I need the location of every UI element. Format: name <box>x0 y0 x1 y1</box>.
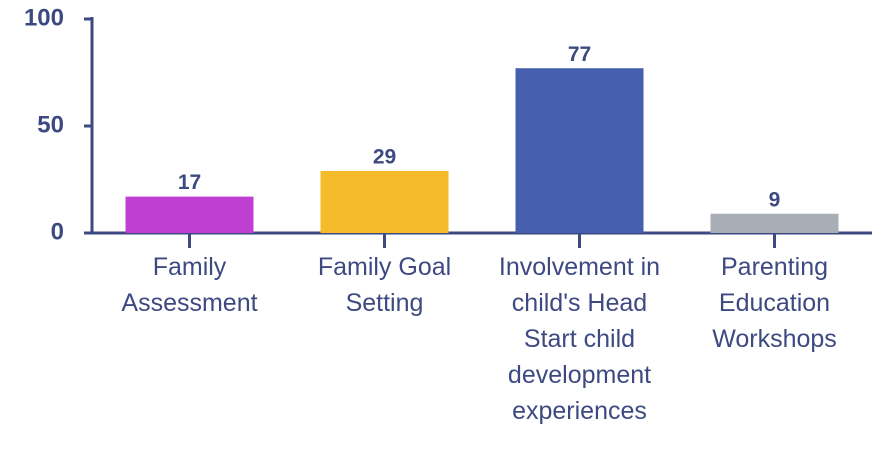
x-tick-label: Family Goal Setting <box>318 253 451 317</box>
value-label: 17 <box>178 171 201 194</box>
value-label: 9 <box>769 188 781 211</box>
y-tick-label: 0 <box>51 218 64 245</box>
x-tick-label: Involvement in child's Head Start child dev… <box>499 253 660 425</box>
y-tick-label: 50 <box>37 111 64 138</box>
bar <box>710 213 839 233</box>
value-label: 29 <box>373 145 396 168</box>
x-tick-label: Parenting Education Workshops <box>712 253 837 353</box>
bar <box>320 170 449 233</box>
bar <box>515 68 644 233</box>
x-tick-label: Family Assessment <box>121 253 257 317</box>
y-tick-label: 100 <box>24 4 64 31</box>
value-label: 77 <box>568 43 591 66</box>
bar <box>125 196 254 233</box>
